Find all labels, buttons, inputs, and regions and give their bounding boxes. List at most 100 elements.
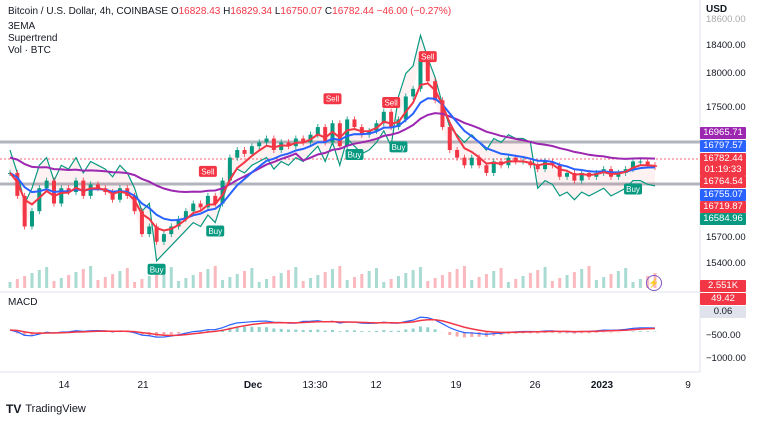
- candle-body: [389, 111, 394, 128]
- volume-bar: [433, 278, 437, 288]
- volume-bar: [133, 282, 137, 288]
- volume-bar: [521, 276, 525, 288]
- volume-bar: [309, 278, 313, 288]
- indicator-volume[interactable]: Vol · BTC: [8, 45, 51, 56]
- candle-body: [491, 161, 496, 173]
- macd-histogram-bar: [331, 329, 334, 332]
- tradingview-brand[interactable]: TV TradingView: [6, 402, 86, 416]
- y-tick: 17500.00: [706, 102, 746, 113]
- volume-bar: [624, 268, 628, 288]
- candle-body: [264, 138, 269, 143]
- macd-histogram-bar: [30, 332, 34, 336]
- signal-label: Sell: [421, 53, 435, 62]
- indicator-3ema[interactable]: 3EMA: [8, 21, 36, 32]
- high-label: H: [223, 6, 231, 17]
- macd-histogram-bar: [140, 332, 144, 336]
- candle-body: [462, 157, 467, 166]
- volume-bar: [514, 279, 518, 288]
- candle-body: [455, 150, 460, 158]
- price-tag-supertrend-red: 16719.87: [700, 201, 746, 213]
- macd-histogram-bar: [309, 329, 313, 332]
- volume-bar: [45, 267, 49, 288]
- signal-badge: [418, 51, 437, 63]
- macd-histogram-bar: [411, 328, 415, 332]
- volume-bar: [404, 273, 408, 288]
- volume-bar: [15, 279, 19, 288]
- macd-line: [9, 316, 656, 338]
- candle-body: [477, 157, 482, 166]
- ema-slow-line: [9, 112, 656, 194]
- volume-bar: [265, 279, 269, 288]
- volume-bar: [448, 272, 452, 288]
- signal-label: Sell: [201, 167, 215, 176]
- signal-badge: [382, 97, 401, 109]
- volume-bar: [411, 270, 415, 288]
- signal-badge: [206, 225, 225, 237]
- signal-label: Buy: [392, 143, 406, 152]
- macd-histogram-bar: [367, 331, 371, 332]
- volume-bar: [96, 280, 100, 288]
- volume-bar: [169, 267, 173, 288]
- candle-body: [37, 188, 42, 212]
- candle-body: [565, 172, 570, 177]
- candle-body: [169, 226, 174, 235]
- macd-signal-tag: 0.06: [700, 306, 746, 318]
- price-tag-ema-fast: 16764.54: [700, 176, 746, 188]
- currency-label: USD: [706, 4, 728, 15]
- price-tag-ema-mid: 16797.57: [700, 140, 746, 152]
- candle-body: [227, 157, 232, 181]
- y-tick: 18400.00: [706, 40, 746, 51]
- macd-title[interactable]: MACD: [8, 297, 38, 308]
- volume-bar: [8, 282, 12, 288]
- y-tick: 18600.00: [706, 14, 746, 25]
- candle-body: [345, 119, 350, 147]
- open-value: 16828.43: [178, 6, 221, 17]
- volume-bar: [111, 274, 115, 288]
- candle-body: [257, 142, 262, 147]
- candle-body: [66, 188, 71, 193]
- candle-body: [645, 161, 650, 166]
- x-tick: 14: [58, 380, 70, 391]
- macd-histogram-bar: [228, 327, 232, 332]
- y-tick: −500.00: [706, 330, 741, 341]
- price-tag-ema-mid-2: 16755.07: [700, 189, 746, 201]
- candle-body: [425, 58, 430, 82]
- y-tick: −1000.00: [706, 353, 746, 364]
- candle-body: [403, 96, 408, 120]
- close-value: 16782.44: [332, 6, 374, 17]
- volume-bar: [316, 275, 320, 288]
- candle-body: [205, 195, 210, 208]
- candle-body: [381, 111, 386, 124]
- volume-bar: [382, 282, 386, 288]
- signal-badge: [624, 183, 643, 195]
- macd-histogram-bar: [111, 332, 115, 333]
- candle-body: [29, 211, 34, 227]
- candle-body: [396, 119, 401, 128]
- change-value: −46.00 (−0.27%): [376, 6, 452, 17]
- candle-body: [220, 180, 225, 204]
- volume-bar: [587, 266, 591, 288]
- macd-histogram-bar: [177, 332, 181, 334]
- volume-bar: [243, 271, 247, 288]
- signal-label: Buy: [626, 185, 640, 194]
- volume-bar: [609, 274, 613, 288]
- x-tick: 2023: [590, 380, 614, 391]
- price-tag-last: 16782.44: [700, 153, 746, 165]
- volume-bar: [426, 281, 430, 288]
- macd-histogram-bar: [477, 332, 481, 337]
- macd-histogram-bar: [265, 327, 269, 332]
- indicator-supertrend[interactable]: Supertrend: [8, 33, 58, 44]
- close-label: C: [324, 6, 333, 17]
- candle-body: [95, 184, 100, 189]
- volume-bar: [279, 273, 283, 288]
- volume-bar: [602, 277, 606, 288]
- candle-body: [286, 142, 291, 147]
- macd-histogram-bar: [396, 330, 400, 332]
- volume-bar: [89, 266, 93, 288]
- candle-body: [59, 188, 64, 204]
- candle-body: [301, 138, 306, 143]
- candle-body: [337, 123, 342, 147]
- high-value: 16829.34: [230, 6, 273, 17]
- lightning-icon[interactable]: ⚡: [646, 275, 662, 291]
